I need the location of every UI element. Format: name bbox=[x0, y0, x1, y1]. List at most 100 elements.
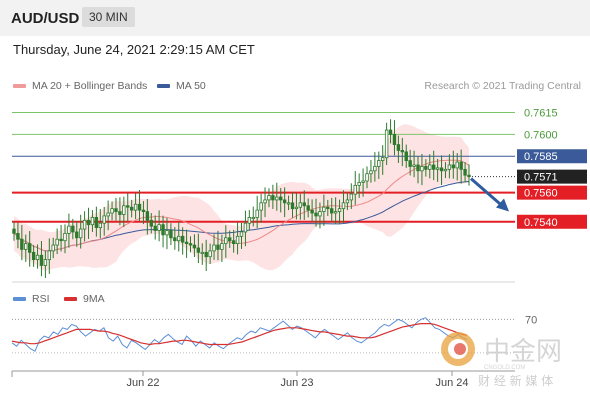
candle-body bbox=[126, 205, 130, 208]
candle-body bbox=[216, 244, 220, 250]
candle-body bbox=[204, 251, 208, 258]
candle-body bbox=[251, 216, 255, 219]
candle-body bbox=[27, 243, 32, 253]
ma50-swatch bbox=[157, 84, 170, 89]
candle-body bbox=[392, 133, 397, 145]
level-tag-bg-0.7571 bbox=[517, 169, 587, 184]
candle-body bbox=[306, 205, 310, 211]
candle-body bbox=[165, 230, 169, 236]
candle-body bbox=[94, 216, 99, 228]
level-label-0.7540: 0.7540 bbox=[524, 217, 558, 229]
candle-body bbox=[404, 151, 408, 162]
pair-title: AUD/USD bbox=[11, 10, 80, 27]
candle-body bbox=[31, 251, 36, 261]
legend-ma20: MA 20 + Bollinger Bands bbox=[13, 80, 147, 92]
candle-body bbox=[133, 203, 138, 211]
candle-body bbox=[318, 211, 322, 217]
candle-body bbox=[86, 219, 91, 226]
watermark-coin-core bbox=[454, 343, 466, 355]
candle-body bbox=[349, 193, 354, 201]
candle-body bbox=[188, 243, 193, 246]
candle-body bbox=[314, 212, 318, 217]
candle-body bbox=[377, 160, 381, 167]
timeframe-badge[interactable]: 30 MIN bbox=[82, 7, 135, 27]
level-label-0.7571: 0.7571 bbox=[524, 172, 558, 184]
candle-body bbox=[224, 237, 228, 245]
candle-body bbox=[98, 222, 102, 228]
candle-body bbox=[435, 167, 440, 170]
candle-body bbox=[286, 202, 291, 205]
candle-body bbox=[200, 251, 204, 254]
candle-body bbox=[24, 243, 28, 250]
candle-body bbox=[247, 216, 252, 224]
candle-body bbox=[467, 174, 471, 178]
candle-body bbox=[173, 237, 177, 242]
candle-body bbox=[228, 237, 232, 242]
candle-body bbox=[294, 206, 299, 210]
candle-body bbox=[177, 235, 181, 242]
candle-body bbox=[212, 244, 216, 252]
candle-body bbox=[180, 235, 185, 243]
candle-body bbox=[384, 129, 389, 159]
candle-body bbox=[141, 209, 146, 212]
level-tag-bg-0.7560 bbox=[517, 185, 587, 200]
candle-body bbox=[381, 157, 385, 162]
candle-body bbox=[243, 222, 248, 233]
candle-body bbox=[463, 168, 467, 176]
candle-body bbox=[424, 166, 428, 170]
candle-body bbox=[78, 228, 83, 239]
candle-body bbox=[357, 182, 361, 186]
candle-body bbox=[400, 150, 405, 153]
ma50-label: MA 50 bbox=[176, 80, 206, 92]
watermark-logo-text: 中金网 bbox=[484, 337, 562, 367]
candle-body bbox=[330, 208, 334, 214]
candle-body bbox=[290, 202, 295, 210]
x-tick-label-Jun-22: Jun 22 bbox=[126, 377, 159, 389]
candle-body bbox=[16, 233, 20, 240]
candle-body bbox=[208, 250, 212, 258]
forecast-arrow-head bbox=[496, 198, 509, 212]
rsi-line bbox=[11, 317, 468, 352]
candle-body bbox=[451, 164, 456, 169]
candle-body bbox=[47, 250, 52, 261]
legend-ma50: MA 50 bbox=[157, 80, 206, 92]
candle-body bbox=[137, 203, 142, 211]
candle-body bbox=[428, 164, 432, 170]
candle-body bbox=[439, 167, 444, 172]
candle-body bbox=[263, 199, 267, 204]
ma20-label: MA 20 + Bollinger Bands bbox=[32, 80, 148, 92]
candle-body bbox=[447, 164, 452, 170]
candle-body bbox=[408, 160, 412, 167]
candle-body bbox=[82, 219, 87, 230]
candle-body bbox=[71, 225, 75, 233]
9ma-swatch bbox=[64, 297, 77, 302]
candle-body bbox=[282, 199, 287, 204]
level-label-0.7615: 0.7615 bbox=[524, 108, 558, 120]
candle-body bbox=[196, 247, 201, 253]
candle-body bbox=[341, 202, 346, 210]
rsi-tick-label: 70 bbox=[525, 314, 537, 326]
candle-body bbox=[455, 161, 459, 169]
chart-header: AUD/USD 30 MIN bbox=[0, 0, 590, 36]
candle-body bbox=[75, 231, 79, 239]
candle-body bbox=[192, 244, 197, 249]
candle-body bbox=[129, 206, 134, 211]
candle-body bbox=[369, 170, 373, 175]
candle-body bbox=[337, 208, 342, 212]
candle-body bbox=[412, 164, 416, 167]
rsi-label: RSI bbox=[32, 293, 50, 305]
candle-body bbox=[122, 205, 126, 215]
candle-body bbox=[259, 202, 263, 211]
forecast-arrow-shaft bbox=[470, 177, 504, 208]
candle-body bbox=[298, 202, 303, 208]
candle-body bbox=[184, 241, 189, 244]
bollinger-band bbox=[14, 124, 469, 271]
level-tag-bg-0.7540 bbox=[517, 214, 587, 229]
candle-body bbox=[275, 196, 279, 201]
candle-body bbox=[55, 238, 59, 246]
candle-body bbox=[35, 254, 40, 261]
x-tick-label-Jun-23: Jun 23 bbox=[280, 377, 313, 389]
candle-body bbox=[416, 164, 420, 172]
candle-body bbox=[267, 195, 271, 201]
